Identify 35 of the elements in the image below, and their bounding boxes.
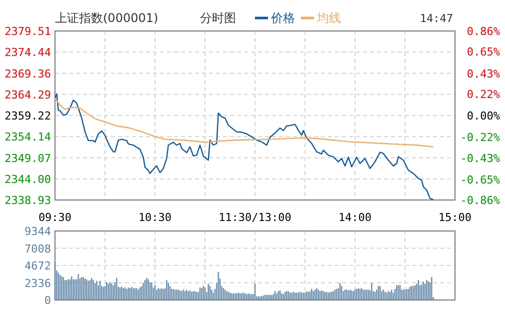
y-tick-label: 9344 xyxy=(24,225,52,238)
y-tick-label: 2338.93 xyxy=(4,194,51,207)
y-tick-label: 2369.36 xyxy=(4,67,51,80)
y-tick-label: 2379.51 xyxy=(4,25,51,38)
y2-tick-label: -0.65% xyxy=(460,173,500,186)
y-tick-label: 0 xyxy=(44,294,51,307)
x-tick-label: 14:00 xyxy=(338,211,372,224)
y-tick-label: 4672 xyxy=(24,260,51,272)
x-tick-label: 15:00 xyxy=(438,211,472,224)
y2-tick-label: 0.86% xyxy=(466,25,500,38)
y2-tick-label: 0.22% xyxy=(466,88,500,101)
legend-label: 均线 xyxy=(316,11,341,25)
y2-tick-label: 0.65% xyxy=(466,46,500,59)
y-tick-label: 2364.29 xyxy=(4,88,51,102)
y2-tick-label: -0.43% xyxy=(460,152,500,165)
y-tick-label: 2374.44 xyxy=(4,46,52,60)
y-tick-label: 2354.14 xyxy=(4,130,52,144)
y2-tick-label: 0.00% xyxy=(466,110,500,122)
y-tick-label: 2336 xyxy=(24,276,51,290)
y2-tick-label: 0.43% xyxy=(466,67,500,80)
line-series xyxy=(54,97,434,148)
y-tick-label: 2344.00 xyxy=(4,172,51,186)
y-tick-label: 2359.22 xyxy=(4,110,51,122)
legend-label: 价格 xyxy=(270,11,295,25)
x-tick-label: 10:30 xyxy=(138,211,172,224)
x-tick-label: 11:30/13:00 xyxy=(218,211,292,224)
x-tick-label: 09:30 xyxy=(38,211,72,224)
line-series xyxy=(54,93,434,200)
text: 14:47 xyxy=(420,12,453,25)
y2-tick-label: -0.86% xyxy=(460,194,500,207)
chart-title: 上证指数(000001) xyxy=(55,11,158,25)
y2-tick-label: -0.22% xyxy=(460,131,500,144)
y-tick-label: 2349.07 xyxy=(4,152,51,165)
y-tick-label: 7008 xyxy=(24,242,51,256)
chart-subtitle: 分时图 xyxy=(200,11,236,25)
